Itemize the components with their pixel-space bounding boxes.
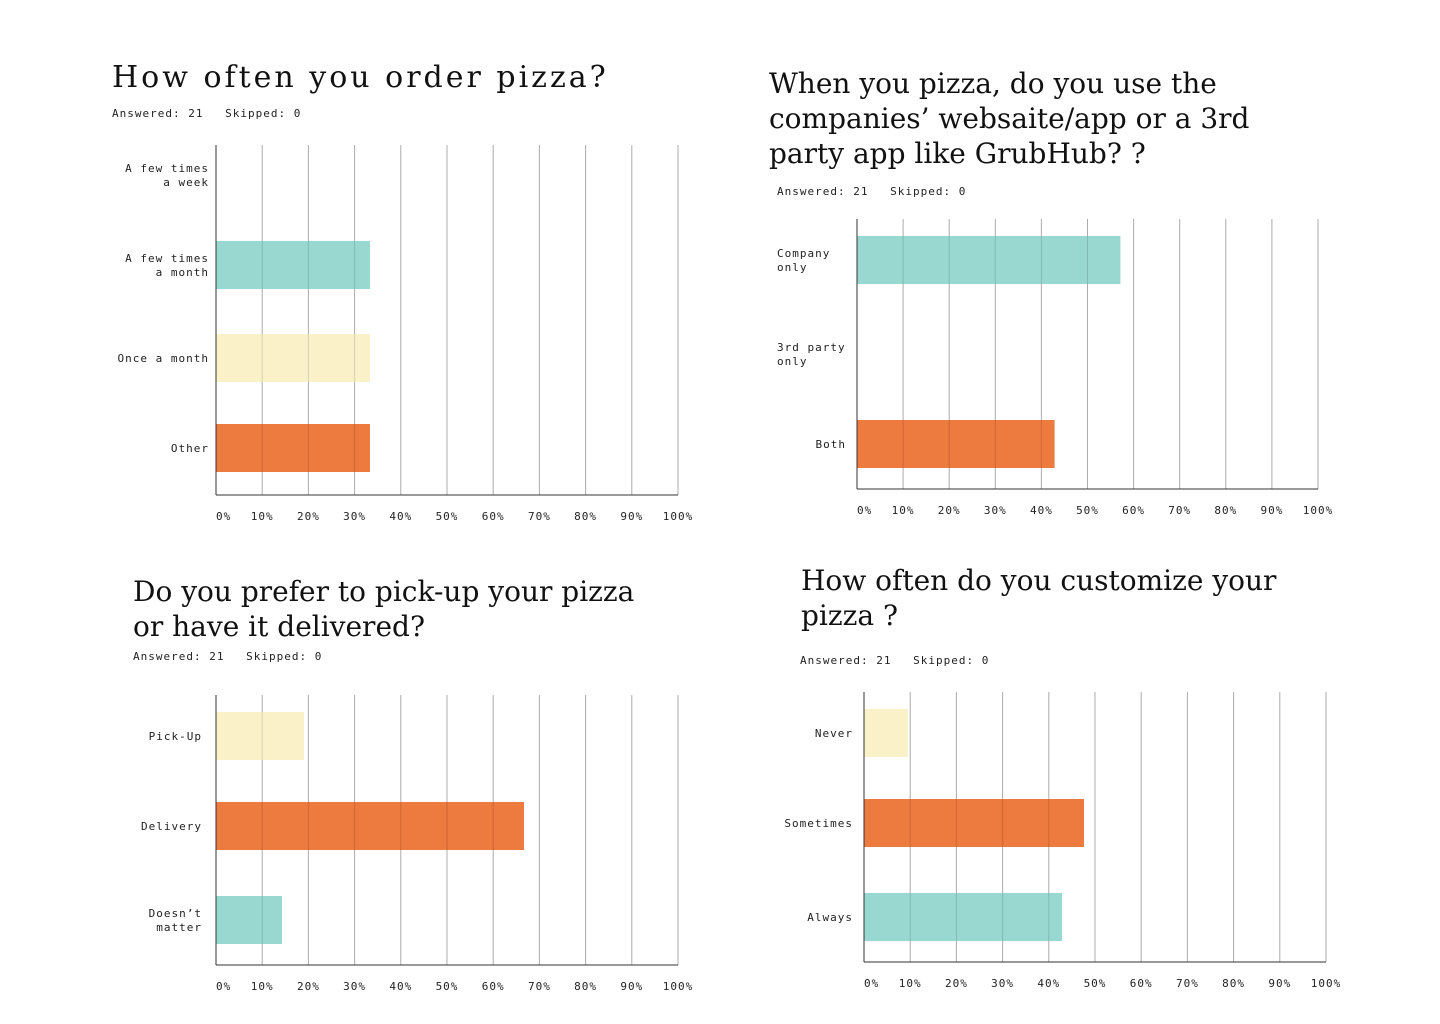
x-tick-label: 100% <box>1311 977 1342 990</box>
x-tick-label: 0% <box>216 510 231 523</box>
x-tick-label: 60% <box>482 980 505 993</box>
x-tick-label: 50% <box>1084 977 1107 990</box>
x-tick-label: 60% <box>482 510 505 523</box>
bar <box>864 893 1063 941</box>
category-label: Pick-Up <box>149 730 202 743</box>
chart-4-answered: Answered: 21 <box>800 654 892 667</box>
bar <box>216 424 370 472</box>
x-tick-label: 40% <box>389 510 412 523</box>
category-label: Company only <box>777 247 830 274</box>
category-label: Delivery <box>141 820 202 833</box>
x-tick-label: 40% <box>389 980 412 993</box>
x-tick-label: 90% <box>620 510 643 523</box>
x-tick-label: 60% <box>1130 977 1153 990</box>
chart-2-answered: Answered: 21 <box>777 185 869 198</box>
x-tick-label: 90% <box>1268 977 1291 990</box>
x-tick-label: 80% <box>574 980 597 993</box>
category-label: Doesn’t matter <box>149 907 202 934</box>
x-tick-label: 10% <box>251 510 274 523</box>
x-tick-label: 50% <box>436 980 459 993</box>
x-tick-label: 80% <box>1222 977 1245 990</box>
x-tick-label: 30% <box>984 504 1007 517</box>
bar <box>216 334 370 382</box>
x-tick-label: 20% <box>297 980 320 993</box>
x-tick-label: 70% <box>528 980 551 993</box>
bar <box>857 236 1121 284</box>
x-tick-label: 50% <box>1076 504 1099 517</box>
x-tick-label: 70% <box>1176 977 1199 990</box>
bar <box>216 802 525 850</box>
x-tick-label: 30% <box>343 510 366 523</box>
chart-1-response-stats: Answered: 21 Skipped: 0 <box>112 107 301 120</box>
x-tick-label: 20% <box>945 977 968 990</box>
chart-3-title: Do you prefer to pick-up your pizza or h… <box>133 575 635 643</box>
x-tick-label: 80% <box>1214 504 1237 517</box>
x-tick-label: 0% <box>864 977 879 990</box>
x-tick-label: 40% <box>1037 977 1060 990</box>
category-label: Other <box>171 442 209 455</box>
x-tick-label: 90% <box>1260 504 1283 517</box>
category-label: Both <box>816 438 847 451</box>
x-tick-label: 100% <box>663 510 694 523</box>
chart-2-skipped: Skipped: 0 <box>890 185 967 198</box>
category-label: Always <box>807 911 853 924</box>
bar <box>216 241 370 289</box>
chart-2-title: When you pizza, do you use the companies… <box>769 67 1250 170</box>
x-tick-label: 10% <box>251 980 274 993</box>
x-tick-label: 0% <box>857 504 872 517</box>
chart-3-response-stats: Answered: 21 Skipped: 0 <box>133 650 322 663</box>
x-tick-label: 40% <box>1030 504 1053 517</box>
chart-2-response-stats: Answered: 21 Skipped: 0 <box>777 185 966 198</box>
x-tick-label: 30% <box>343 980 366 993</box>
x-tick-label: 70% <box>1168 504 1191 517</box>
x-tick-label: 90% <box>620 980 643 993</box>
chart-4-response-stats: Answered: 21 Skipped: 0 <box>800 654 989 667</box>
x-tick-label: 100% <box>1303 504 1334 517</box>
chart-3-skipped: Skipped: 0 <box>246 650 323 663</box>
bar <box>216 712 305 760</box>
category-label: A few times a week <box>125 162 209 189</box>
chart-4-skipped: Skipped: 0 <box>913 654 990 667</box>
chart-3-answered: Answered: 21 <box>133 650 225 663</box>
x-tick-label: 60% <box>1122 504 1145 517</box>
chart-1-skipped: Skipped: 0 <box>225 107 302 120</box>
x-tick-label: 100% <box>663 980 694 993</box>
bar <box>216 896 283 944</box>
bar <box>857 420 1055 468</box>
chart-1-title: How often you order pizza? <box>112 60 609 95</box>
chart-4-title: How often do you customize your pizza ? <box>801 564 1277 632</box>
category-label: Never <box>815 727 853 740</box>
category-label: Once a month <box>118 352 209 365</box>
x-tick-label: 20% <box>938 504 961 517</box>
x-tick-label: 20% <box>297 510 320 523</box>
category-label: A few times a month <box>125 252 209 279</box>
x-tick-label: 10% <box>892 504 915 517</box>
category-label: Sometimes <box>784 817 853 830</box>
x-tick-label: 80% <box>574 510 597 523</box>
x-tick-label: 0% <box>216 980 231 993</box>
x-tick-label: 70% <box>528 510 551 523</box>
bar <box>864 799 1085 847</box>
bar <box>864 709 908 757</box>
x-tick-label: 50% <box>436 510 459 523</box>
x-tick-label: 10% <box>899 977 922 990</box>
x-tick-label: 30% <box>991 977 1014 990</box>
category-label: 3rd party only <box>777 341 846 368</box>
chart-1-answered: Answered: 21 <box>112 107 204 120</box>
